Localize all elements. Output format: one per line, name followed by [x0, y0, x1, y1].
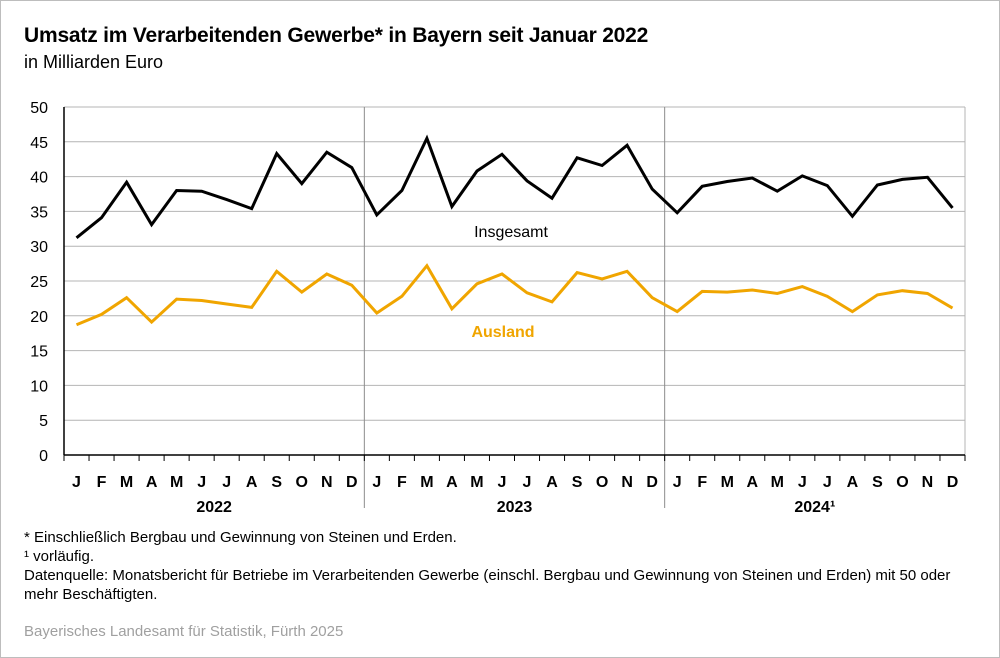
month-label-5: J	[197, 474, 206, 491]
month-label-4: M	[170, 474, 183, 491]
month-label-0: J	[72, 474, 81, 491]
month-label-35: D	[947, 474, 959, 491]
y-tick-label-25: 25	[30, 274, 48, 291]
month-label-29: J	[798, 474, 807, 491]
year-label-0: 2022	[196, 499, 232, 516]
month-label-31: A	[847, 474, 859, 491]
footnote-asterisk: * Einschließlich Bergbau und Gewinnung v…	[24, 529, 457, 546]
month-label-17: J	[498, 474, 507, 491]
month-label-22: N	[621, 474, 633, 491]
series-line-ausland	[75, 263, 954, 327]
month-label-8: S	[271, 474, 282, 491]
y-tick-label-20: 20	[30, 309, 48, 326]
month-label-12: J	[372, 474, 381, 491]
publisher-credit: Bayerisches Landesamt für Statistik, Für…	[24, 623, 344, 640]
y-tick-label-35: 35	[30, 204, 48, 221]
year-label-1: 2023	[497, 499, 533, 516]
month-label-15: A	[446, 474, 458, 491]
series-line-insgesamt	[75, 134, 954, 239]
month-label-2: M	[120, 474, 133, 491]
month-label-1: F	[97, 474, 107, 491]
series-label-ausland: Ausland	[471, 324, 534, 341]
month-label-21: O	[596, 474, 608, 491]
month-label-25: F	[697, 474, 707, 491]
month-label-6: J	[222, 474, 231, 491]
year-label-2: 2024¹	[794, 499, 835, 516]
month-label-16: M	[470, 474, 483, 491]
y-tick-label-45: 45	[30, 135, 48, 152]
y-tick-label-15: 15	[30, 344, 48, 361]
data-source-note: Datenquelle: Monatsbericht für Betriebe …	[24, 567, 951, 603]
month-label-18: J	[523, 474, 532, 491]
month-label-19: A	[546, 474, 558, 491]
month-label-28: M	[771, 474, 784, 491]
footnotes: * Einschließlich Bergbau und Gewinnung v…	[24, 528, 974, 604]
footnote-provisional: ¹ vorläufig.	[24, 548, 95, 565]
y-tick-label-40: 40	[30, 170, 48, 187]
month-label-14: M	[420, 474, 433, 491]
chart-title: Umsatz im Verarbeitenden Gewerbe* in Bay…	[24, 24, 649, 47]
y-tick-label-30: 30	[30, 239, 48, 256]
month-label-23: D	[646, 474, 658, 491]
y-tick-label-0: 0	[39, 448, 48, 465]
y-tick-label-10: 10	[30, 378, 48, 395]
month-label-20: S	[572, 474, 583, 491]
y-tick-label-50: 50	[30, 100, 48, 117]
month-label-24: J	[673, 474, 682, 491]
month-label-7: A	[246, 474, 258, 491]
month-label-11: D	[346, 474, 358, 491]
month-label-33: O	[896, 474, 908, 491]
y-tick-label-5: 5	[39, 413, 48, 430]
month-label-10: N	[321, 474, 333, 491]
month-label-9: O	[296, 474, 308, 491]
month-label-30: J	[823, 474, 832, 491]
month-label-26: M	[721, 474, 734, 491]
month-label-13: F	[397, 474, 407, 491]
chart-subtitle: in Milliarden Euro	[24, 52, 164, 72]
month-label-34: N	[922, 474, 934, 491]
month-label-3: A	[146, 474, 158, 491]
month-label-27: A	[746, 474, 758, 491]
month-label-32: S	[872, 474, 883, 491]
series-label-insgesamt: Insgesamt	[474, 224, 548, 241]
